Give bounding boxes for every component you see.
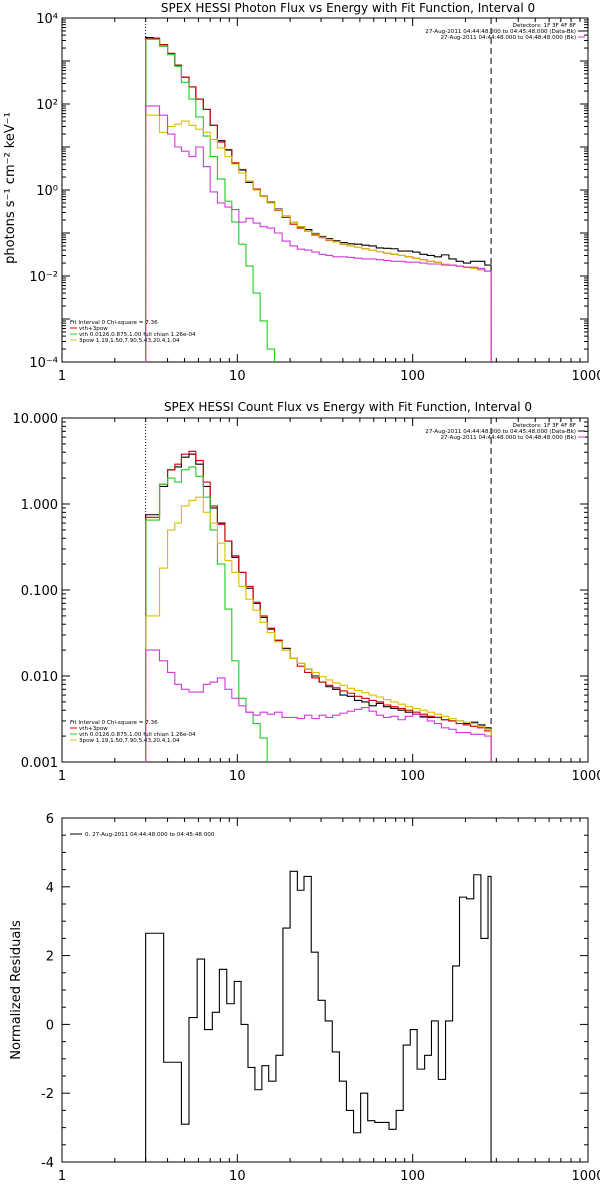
legend-bottom-left-text: vth 0.0126,0.875,1.00 full chian 1.26e-0… xyxy=(79,332,196,338)
y-tick-label: 1.000 xyxy=(21,498,58,513)
series-line-2 xyxy=(145,38,276,363)
legend-bottom-left-text: vth+3pow xyxy=(79,726,108,732)
y-tick-label: 0.010 xyxy=(21,670,58,685)
legend-bottom-left-text: 3pow 1.19,1.50,7.90,5.43,20.4,1.04 xyxy=(79,338,180,344)
legend-top-right-text: 27-Aug-2011 04:44:48.000 to 04:48:48.000… xyxy=(440,35,576,41)
y-tick-label: 10⁴ xyxy=(36,12,58,27)
photon-flux-panel: SPEX HESSI Photon Flux vs Energy with Fi… xyxy=(3,1,600,384)
legend-bottom-left-text: 3pow 1.19,1.50,7.90,5.43,20.4,1.04 xyxy=(79,738,180,744)
plot-frame xyxy=(61,17,589,363)
legend-top-right-text: 27-Aug-2011 04:44:48.000 to 04:45:48.000… xyxy=(425,429,576,435)
x-tick-label: 1 xyxy=(58,1169,66,1184)
series-line-0 xyxy=(145,37,492,363)
plot-frame xyxy=(61,417,589,763)
series-line-3 xyxy=(145,114,492,363)
series-line-4 xyxy=(145,649,492,762)
series-line-2 xyxy=(145,466,268,763)
series-line-0 xyxy=(145,870,492,1162)
plot-frame xyxy=(61,817,589,1163)
x-tick-label: 1 xyxy=(58,769,66,784)
x-tick-label: 10 xyxy=(229,369,246,384)
y-tick-label: 0 xyxy=(46,1018,54,1033)
photon-flux-ylabel: photons s⁻¹ cm⁻² keV⁻¹ xyxy=(3,112,18,264)
legend-top-left-text: 0. 27-Aug-2011 04:44:48.000 to 04:45:48.… xyxy=(85,832,215,838)
series-line-4 xyxy=(145,105,492,363)
legend-top-right-text: 27-Aug-2011 04:44:48.000 to 04:48:48.000… xyxy=(440,435,576,441)
legend-bottom-left-text: Fit Interval 0 Chi-square = 7.36 xyxy=(70,320,158,326)
x-tick-label: 10 xyxy=(229,769,246,784)
legend-top-right-text: Detectors: 1F 3F 4F 8F xyxy=(513,423,576,429)
legend-top-right-text: 27-Aug-2011 04:44:48.000 to 04:45:48.000… xyxy=(425,29,576,35)
y-tick-label: 0.100 xyxy=(21,584,58,599)
x-tick-label: 10 xyxy=(229,1169,246,1184)
y-tick-label: 4 xyxy=(46,881,54,896)
series-line-1 xyxy=(145,450,492,762)
legend-bottom-left-text: vth 0.0126,0.875,1.00 full chian 1.26e-0… xyxy=(79,732,196,738)
y-tick-label: 2 xyxy=(46,950,54,965)
residuals-ylabel: Normalized Residuals xyxy=(9,920,24,1060)
y-tick-label: 10⁰ xyxy=(36,184,58,199)
y-tick-label: 10⁻² xyxy=(29,270,58,285)
photon-flux-title: SPEX HESSI Photon Flux vs Energy with Fi… xyxy=(161,1,535,15)
y-tick-label: 6 xyxy=(46,812,54,827)
y-tick-label: 10.000 xyxy=(13,412,59,427)
x-tick-label: 100 xyxy=(400,1169,425,1184)
count-flux-panel: SPEX HESSI Count Flux vs Energy with Fit… xyxy=(13,400,600,784)
y-tick-label: 0.001 xyxy=(21,756,58,771)
y-tick-label: -4 xyxy=(41,1156,54,1171)
legend-top-right-text: Detectors: 1F 3F 4F 8F xyxy=(513,23,576,29)
y-tick-label: 10⁻⁴ xyxy=(29,356,58,371)
x-tick-label: 100 xyxy=(400,769,425,784)
x-tick-label: 1 xyxy=(58,369,66,384)
series-line-0 xyxy=(145,453,492,762)
x-tick-label: 100 xyxy=(400,369,425,384)
legend-bottom-left-text: vth+3pow xyxy=(79,326,108,332)
series-line-1 xyxy=(145,38,492,363)
series-line-3 xyxy=(145,496,492,762)
y-tick-label: -2 xyxy=(41,1087,54,1102)
legend-bottom-left-text: Fit Interval 0 Chi-square = 7.36 xyxy=(70,720,158,726)
y-tick-label: 10² xyxy=(36,98,58,113)
count-flux-title: SPEX HESSI Count Flux vs Energy with Fit… xyxy=(164,400,532,414)
